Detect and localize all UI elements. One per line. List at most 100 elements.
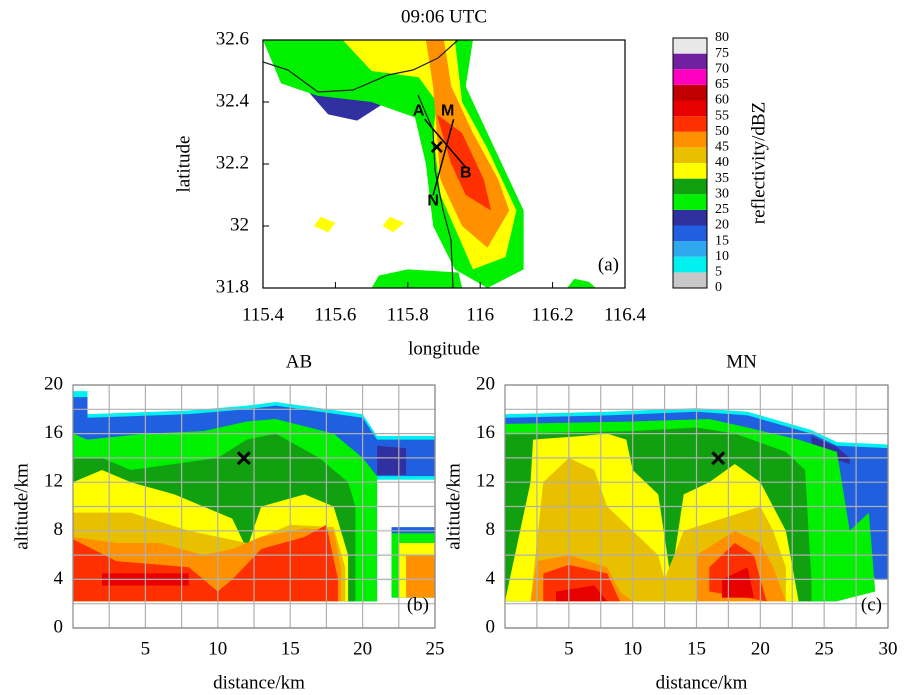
x-tick-label: 116.2 <box>532 304 574 325</box>
y-tick-label: 8 <box>54 519 64 540</box>
y-tick-label: 32.6 <box>216 28 249 49</box>
colorbar-tick-label: 20 <box>715 218 729 233</box>
annotation: × <box>430 134 444 161</box>
y-tick-label: 32.2 <box>216 152 249 173</box>
colorbar-tick-label: 30 <box>715 186 729 201</box>
y-tick-label: 16 <box>44 422 63 443</box>
y-axis-label: altitude/km <box>11 463 32 550</box>
x-tick-label: 115.4 <box>242 304 285 325</box>
x-tick-label: 116 <box>466 304 494 325</box>
boundary <box>417 94 454 288</box>
section-line <box>432 119 455 196</box>
chart-title: 09:06 UTC <box>401 6 487 27</box>
colorbar-cell <box>673 225 707 242</box>
y-tick-label: 32 <box>230 214 249 235</box>
annotation: × <box>710 443 726 474</box>
y-tick-label: 32.4 <box>216 90 250 111</box>
colorbar-tick-label: 15 <box>715 233 729 248</box>
x-tick-label: 5 <box>564 638 574 659</box>
y-tick-label: 12 <box>476 471 495 492</box>
echo-region <box>313 216 336 233</box>
x-axis-label: longitude <box>408 338 480 359</box>
colorbar-tick-label: 75 <box>715 46 729 61</box>
echo-region <box>567 278 597 288</box>
echo-region <box>722 567 754 598</box>
echo-region <box>425 40 510 248</box>
colorbar-tick-label: 35 <box>715 171 729 186</box>
x-axis-label: distance/km <box>213 672 305 693</box>
x-tick-label: 15 <box>281 638 300 659</box>
colorbar-tick-label: 60 <box>715 93 729 108</box>
colorbar-tick-label: 10 <box>715 249 729 264</box>
colorbar-tick-label: 55 <box>715 108 729 123</box>
x-tick-label: 15 <box>687 638 706 659</box>
x-tick-label: 115.6 <box>314 304 356 325</box>
colorbar-cell <box>673 272 707 288</box>
echo-region <box>406 555 435 598</box>
annotation: M <box>441 103 454 120</box>
x-tick-label: 30 <box>879 638 898 659</box>
y-tick-label: 0 <box>54 616 64 637</box>
y-tick-label: 8 <box>486 519 496 540</box>
colorbar-tick-label: 5 <box>715 265 722 280</box>
x-axis-label: distance/km <box>656 672 748 693</box>
chart-title: AB <box>286 351 312 372</box>
colorbar-cell <box>673 209 707 226</box>
colorbar-cell <box>673 163 707 179</box>
colorbar-cell <box>673 69 707 85</box>
colorbar-cell <box>673 256 707 273</box>
colorbar-tick-label: 50 <box>715 124 729 139</box>
annotation: × <box>236 443 252 474</box>
x-tick-label: 10 <box>208 638 227 659</box>
colorbar-cell <box>673 100 707 117</box>
annotation: B <box>460 165 472 182</box>
colorbar-frame <box>672 37 708 289</box>
echo-region <box>382 216 405 233</box>
y-tick-label: 16 <box>476 422 495 443</box>
plot-area <box>73 391 435 602</box>
panel-label: (c) <box>861 594 882 615</box>
colorbar-tick-label: 45 <box>715 140 729 155</box>
annotation: N <box>427 192 439 209</box>
colorbar-cell <box>673 194 707 210</box>
x-tick-label: 116.4 <box>604 304 647 325</box>
x-tick-label: 115.8 <box>387 304 429 325</box>
x-tick-label: 20 <box>353 638 372 659</box>
y-tick-label: 31.8 <box>216 276 249 297</box>
colorbar-tick-label: 40 <box>715 155 729 170</box>
colorbar-cell <box>673 53 707 70</box>
x-tick-label: 5 <box>141 638 151 659</box>
y-tick-label: 20 <box>44 373 63 394</box>
colorbar-cell <box>673 38 707 54</box>
y-tick-label: 0 <box>486 616 496 637</box>
colorbar-tick-label: 0 <box>715 280 722 295</box>
colorbar-cell <box>673 178 707 195</box>
annotation: A <box>413 103 425 120</box>
echo-region <box>371 269 463 288</box>
panel-label: (a) <box>598 254 619 275</box>
x-tick-label: 20 <box>751 638 770 659</box>
colorbar-tick-label: 80 <box>715 30 729 45</box>
section-line <box>424 118 467 168</box>
plot-frame <box>262 39 626 289</box>
colorbar-cell <box>673 241 707 257</box>
chart-title: MN <box>726 351 757 372</box>
colorbar-tick-label: 65 <box>715 77 729 92</box>
y-tick-label: 12 <box>44 471 63 492</box>
colorbar-tick-label: 25 <box>715 202 729 217</box>
colorbar-tick-label: 70 <box>715 61 729 76</box>
y-axis-label: latitude <box>173 136 194 193</box>
colorbar-label: reflectivity/dBZ <box>748 102 769 224</box>
colorbar-cell <box>673 131 707 148</box>
colorbar-cell <box>673 84 707 101</box>
x-tick-label: 25 <box>815 638 834 659</box>
y-axis-label: altitude/km <box>443 463 464 550</box>
plot-area <box>263 40 597 288</box>
plot-frame <box>504 384 889 629</box>
x-tick-label: 10 <box>623 638 642 659</box>
y-tick-label: 20 <box>476 373 495 394</box>
echo-region <box>436 114 492 211</box>
plot-frame <box>72 384 436 629</box>
